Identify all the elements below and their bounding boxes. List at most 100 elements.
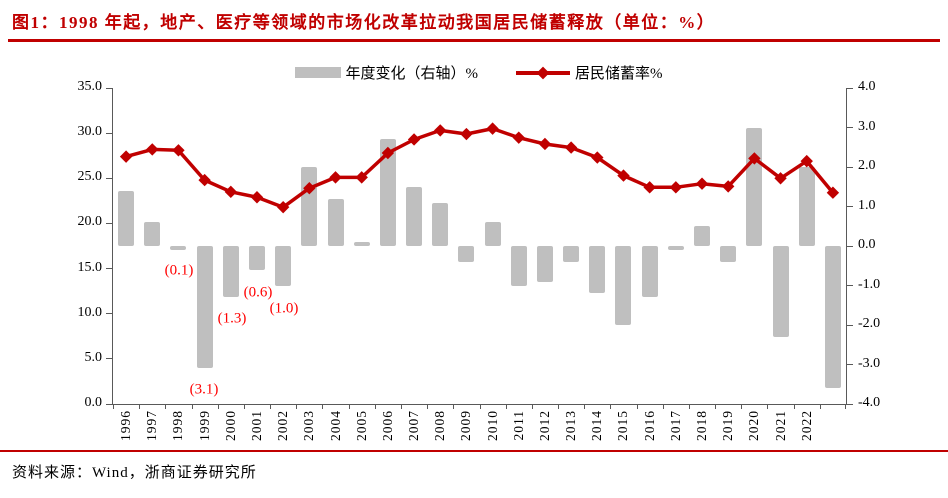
bar-2014 [589, 246, 606, 294]
diamond-marker-icon [512, 131, 525, 144]
right-axis-tick [846, 166, 853, 168]
x-axis-tick [243, 404, 245, 409]
bar-1999 [196, 246, 213, 369]
x-axis-tick [427, 404, 429, 409]
x-axis-tick [715, 404, 717, 409]
x-axis-tick-label: 2021 [772, 410, 788, 441]
x-axis-tick [793, 404, 795, 409]
right-axis-tick [846, 364, 853, 365]
bar-2008 [432, 202, 449, 246]
left-axis-tick [106, 358, 113, 360]
bar-2018 [694, 226, 711, 246]
x-axis-tick [558, 404, 560, 409]
x-axis-tick [662, 404, 664, 409]
x-axis-tick-label: 2008 [432, 410, 448, 441]
x-axis-tick-label: 1997 [144, 410, 160, 441]
bar-2004 [327, 198, 344, 246]
x-axis-tick [767, 404, 769, 409]
x-axis-tick [636, 404, 638, 409]
left-axis-tick [106, 177, 113, 179]
right-axis-tick-label: 0.0 [858, 237, 876, 252]
bar-2023 [824, 246, 841, 389]
line-series-label: 居民储蓄率% [575, 66, 663, 82]
x-axis-tick [270, 404, 272, 409]
right-axis-tick-label: -2.0 [858, 316, 881, 331]
x-axis-tick [819, 404, 821, 409]
x-axis-tick [348, 404, 350, 409]
right-axis-tick-label: 1.0 [858, 197, 876, 213]
x-axis-tick [531, 404, 533, 409]
left-axis-tick-label: 20.0 [77, 214, 103, 230]
bar-data-label: (3.1) [189, 381, 219, 398]
diamond-marker-icon [695, 177, 709, 190]
diamond-marker-icon [119, 150, 133, 163]
diamond-marker-icon [486, 122, 499, 135]
diamond-marker-icon [800, 154, 813, 168]
title-divider [8, 39, 940, 42]
x-axis-tick [296, 404, 298, 409]
right-axis-tick [846, 324, 853, 326]
chart-legend: 年度变化（右轴）% 居民储蓄率% [112, 62, 845, 83]
x-axis-tick-label: 1998 [170, 410, 186, 441]
x-axis-tick [845, 404, 846, 409]
bar-data-label: (1.0) [269, 300, 299, 317]
x-axis-tick-label: 2016 [641, 410, 657, 441]
diamond-marker-icon [774, 172, 787, 185]
x-axis-tick-label: 2004 [327, 410, 343, 441]
x-axis-tick-label: 2014 [589, 410, 605, 441]
diamond-marker-icon [172, 144, 185, 157]
diamond-marker-icon [460, 127, 473, 141]
x-axis-tick-label: 2013 [563, 410, 579, 441]
bar-2022 [798, 167, 815, 246]
bar-2017 [667, 246, 684, 250]
x-axis-tick [165, 404, 167, 409]
right-axis-tick [846, 87, 853, 89]
x-axis-tick-label: 1999 [196, 410, 212, 441]
left-axis-tick [106, 313, 113, 315]
right-axis-tick-label: 3.0 [858, 118, 876, 134]
bar-2015 [615, 246, 632, 325]
diamond-marker-icon [564, 141, 578, 154]
bar-2010 [484, 222, 501, 246]
bar-2006 [379, 139, 396, 246]
x-axis-tick-label: 2020 [746, 410, 762, 441]
plot-area: 35.0 30.0 25.0 20.0 15.0 10.0 5.0 0.0 4.0 3.0 2.0 1… [78, 79, 881, 441]
x-axis-tick-label: 2006 [379, 410, 395, 441]
x-axis-tick-label: 2000 [222, 410, 238, 441]
bar-1997 [144, 222, 161, 246]
x-axis-tick-label: 2007 [406, 410, 422, 441]
x-axis-tick-label: 2015 [615, 410, 631, 441]
bar-2002 [275, 246, 292, 286]
x-axis-tick [139, 404, 141, 409]
diamond-marker-icon [591, 151, 604, 164]
left-axis-tick [106, 222, 113, 224]
bar-2013 [563, 246, 580, 262]
legend-item-line: 居民储蓄率% [516, 62, 663, 83]
x-axis-tick [610, 404, 612, 409]
right-axis-tick [846, 127, 853, 128]
left-axis-tick-label: 30.0 [77, 124, 103, 140]
diamond-marker-icon [224, 185, 238, 199]
right-axis-tick-label: -3.0 [858, 355, 881, 371]
x-axis-tick-label: 2009 [458, 410, 474, 441]
left-axis-tick [106, 87, 113, 89]
bar-2016 [641, 246, 658, 298]
line-series-swatch [516, 66, 570, 79]
right-axis-tick-label: 4.0 [858, 79, 876, 94]
bar-2001 [248, 246, 265, 270]
right-axis-tick [846, 285, 853, 286]
left-axis-tick-label: 15.0 [77, 259, 103, 275]
right-axis-tick-label: -1.0 [858, 276, 881, 292]
x-axis-tick-label: 2010 [484, 410, 500, 441]
diamond-marker-icon [536, 66, 550, 79]
bar-data-label: (0.6) [243, 284, 273, 301]
diamond-marker-icon [643, 181, 656, 194]
figure-title: 图1：1998 年起，地产、医疗等领域的市场化改革拉动我国居民储蓄释放（单位：%… [12, 13, 716, 32]
diamond-marker-icon [146, 143, 159, 156]
diamond-marker-icon [538, 137, 552, 151]
x-axis-tick [453, 404, 455, 409]
x-axis-tick-label: 2012 [536, 410, 552, 441]
diamond-marker-icon [434, 124, 447, 137]
x-axis-tick [584, 404, 586, 409]
diamond-marker-icon [669, 181, 683, 194]
